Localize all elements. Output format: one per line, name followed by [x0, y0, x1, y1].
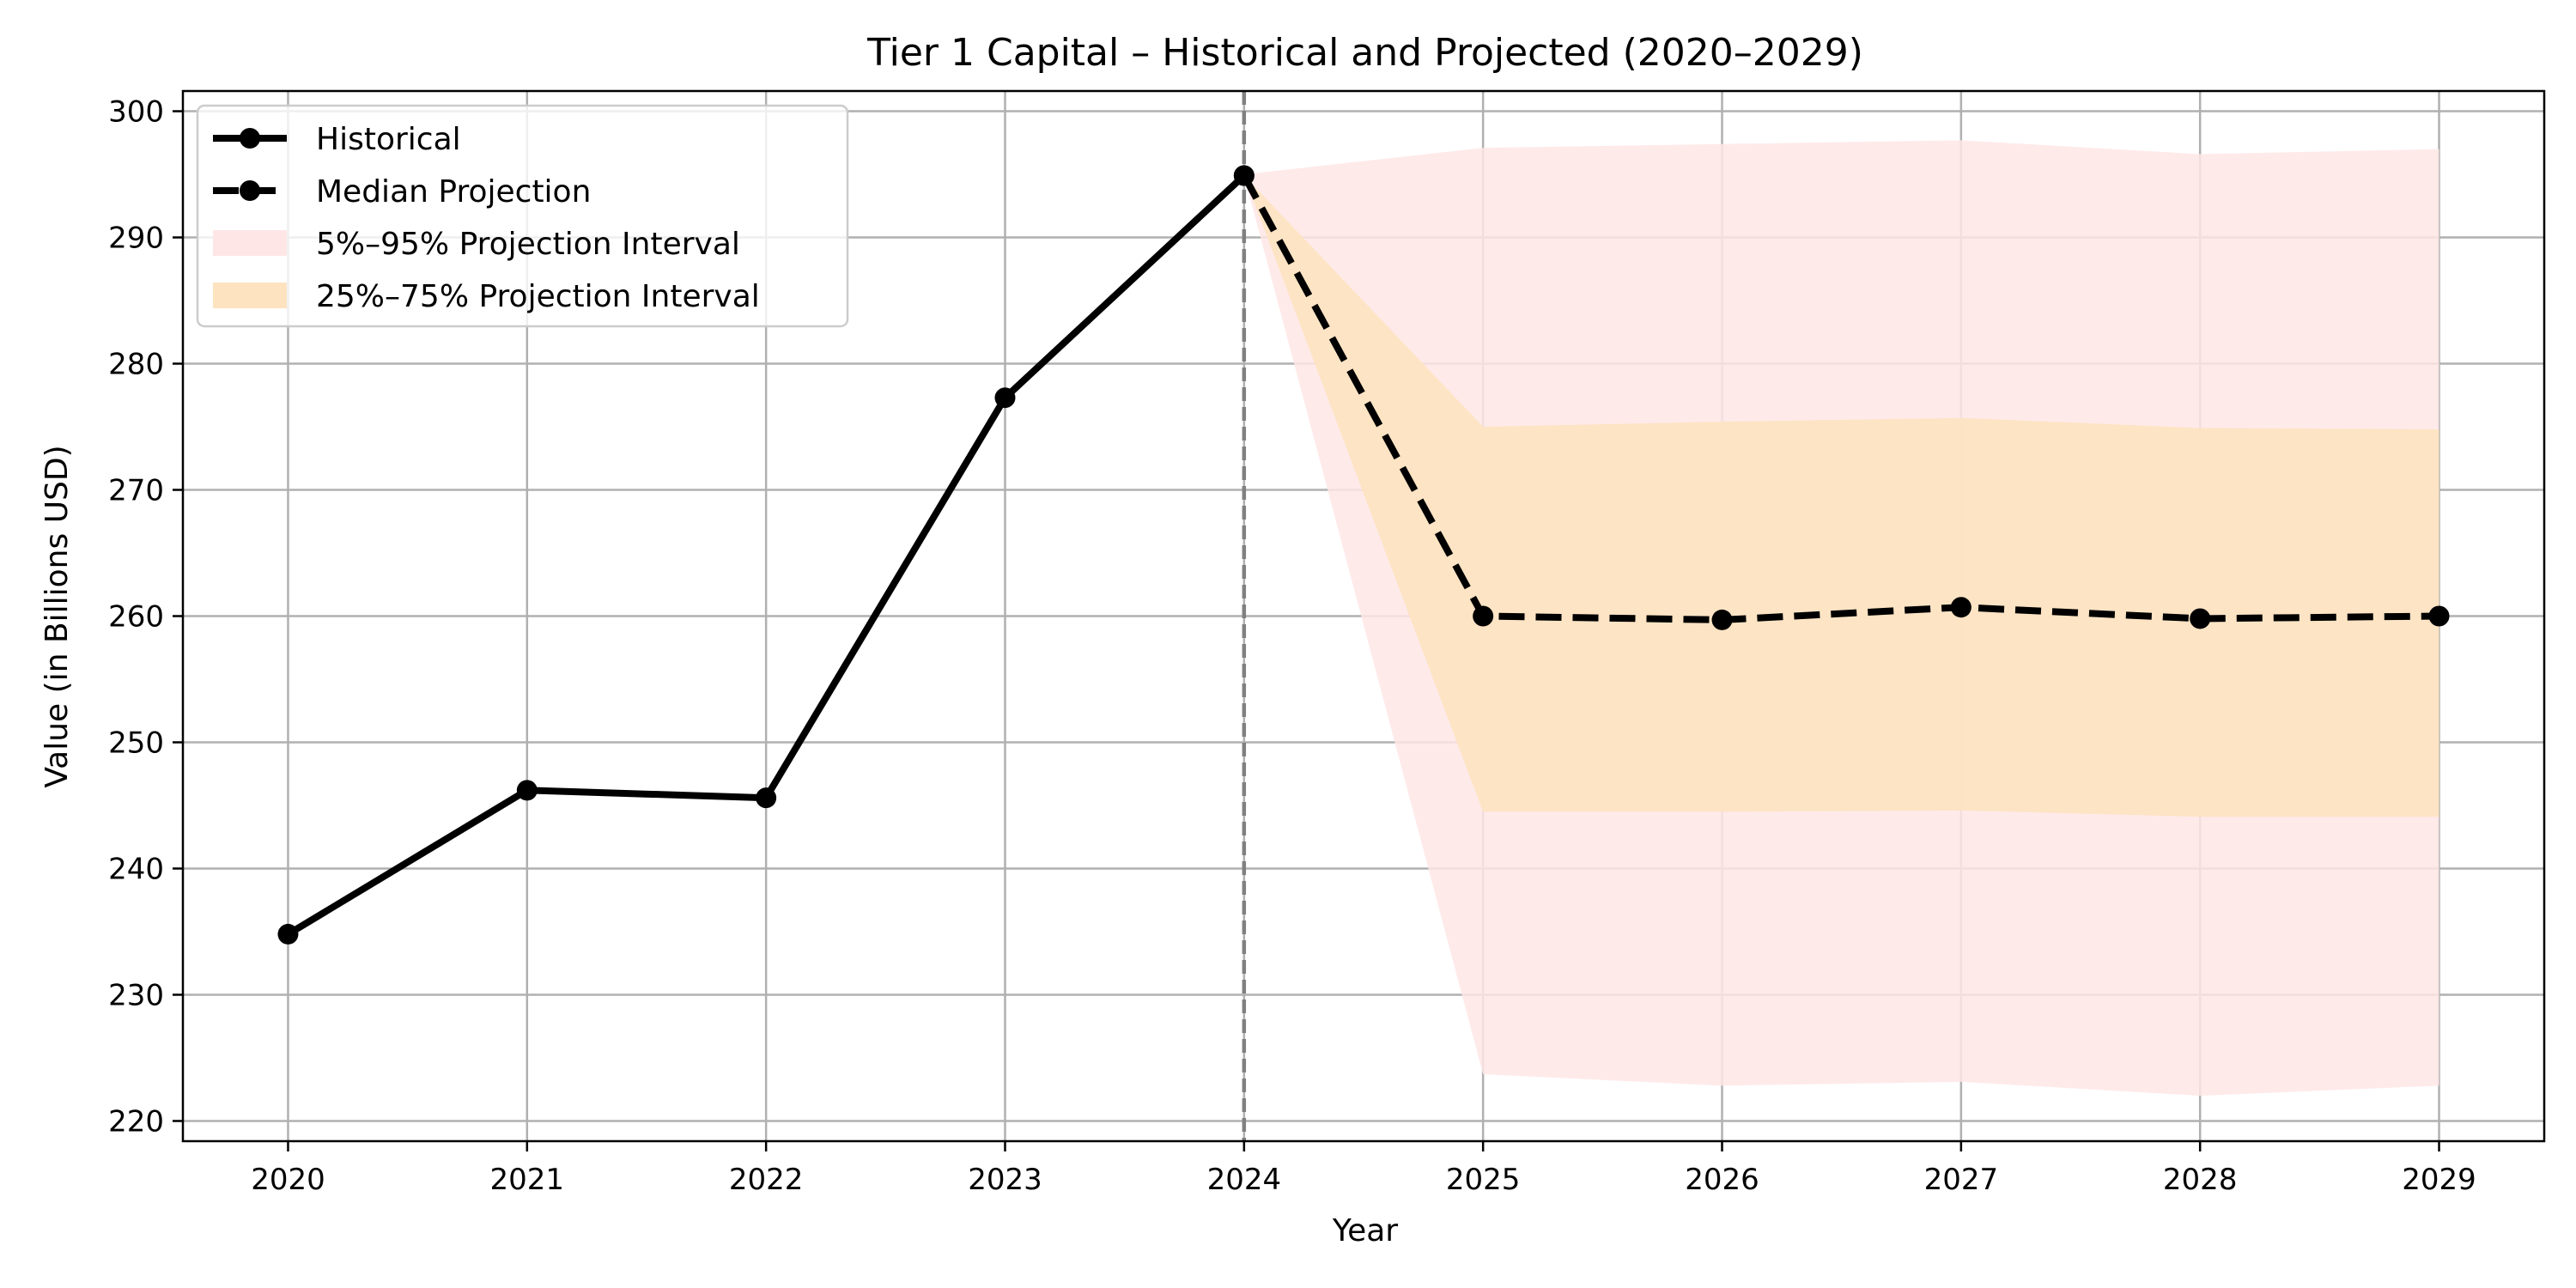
x-tick-label: 2023 [968, 1163, 1042, 1197]
x-tick-label: 2021 [490, 1163, 565, 1197]
legend-label-median-projection: Median Projection [316, 174, 591, 210]
historical-point [994, 387, 1016, 409]
legend-label-historical: Historical [316, 122, 461, 157]
legend-marker-historical [240, 128, 260, 149]
x-axis: 2020 2021 2022 2023 2024 2025 2026 2027 2028 2029 [251, 1141, 2476, 1197]
historical-point [277, 923, 299, 945]
x-tick-label: 2026 [1685, 1163, 1759, 1197]
y-tick-label: 230 [108, 978, 164, 1012]
y-tick-label: 290 [108, 222, 164, 256]
historical-point [756, 787, 777, 809]
median-projection-point [2428, 605, 2450, 627]
y-tick-label: 250 [108, 726, 164, 760]
legend-marker-median-projection [240, 180, 260, 201]
chart-title: Tier 1 Capital – Historical and Projecte… [866, 31, 1863, 75]
x-tick-label: 2027 [1924, 1163, 1999, 1197]
y-tick-label: 300 [108, 95, 164, 130]
median-projection-point [2190, 608, 2211, 629]
y-tick-label: 270 [108, 474, 164, 508]
y-tick-label: 280 [108, 348, 164, 382]
median-projection-point [1950, 597, 1971, 618]
x-tick-label: 2020 [251, 1163, 325, 1197]
x-axis-label: Year [1332, 1213, 1398, 1249]
median-projection-line [1241, 173, 2439, 623]
projection-bands [1243, 140, 2439, 1097]
historical-point [516, 780, 538, 801]
legend: Historical Median Projection 5%–95% Projec… [196, 104, 849, 328]
x-tick-label: 2029 [2402, 1163, 2476, 1197]
y-axis: 220 230 240 250 260 270 280 290 300 [108, 95, 183, 1139]
legend-swatch-band-5-95 [213, 230, 287, 256]
legend-label-band-25-75: 25%–75% Projection Interval [316, 279, 760, 314]
x-tick-label: 2028 [2163, 1163, 2238, 1197]
median-projection-point [1711, 609, 1733, 630]
x-tick-label: 2025 [1446, 1163, 1521, 1197]
y-tick-label: 260 [108, 600, 164, 635]
median-projection-point [1233, 165, 1255, 186]
band-25-75 [1243, 175, 2439, 817]
x-tick-label: 2024 [1207, 1163, 1282, 1197]
legend-frame [196, 104, 849, 328]
legend-swatch-band-25-75 [213, 283, 287, 308]
y-axis-label: Value (in Billions USD) [39, 445, 75, 787]
y-tick-label: 240 [108, 852, 164, 886]
y-tick-label: 220 [108, 1104, 164, 1139]
legend-label-band-5-95: 5%–95% Projection Interval [316, 227, 740, 262]
series-points [277, 165, 2450, 945]
median-projection-point [1473, 605, 1494, 627]
x-tick-label: 2022 [729, 1163, 804, 1197]
